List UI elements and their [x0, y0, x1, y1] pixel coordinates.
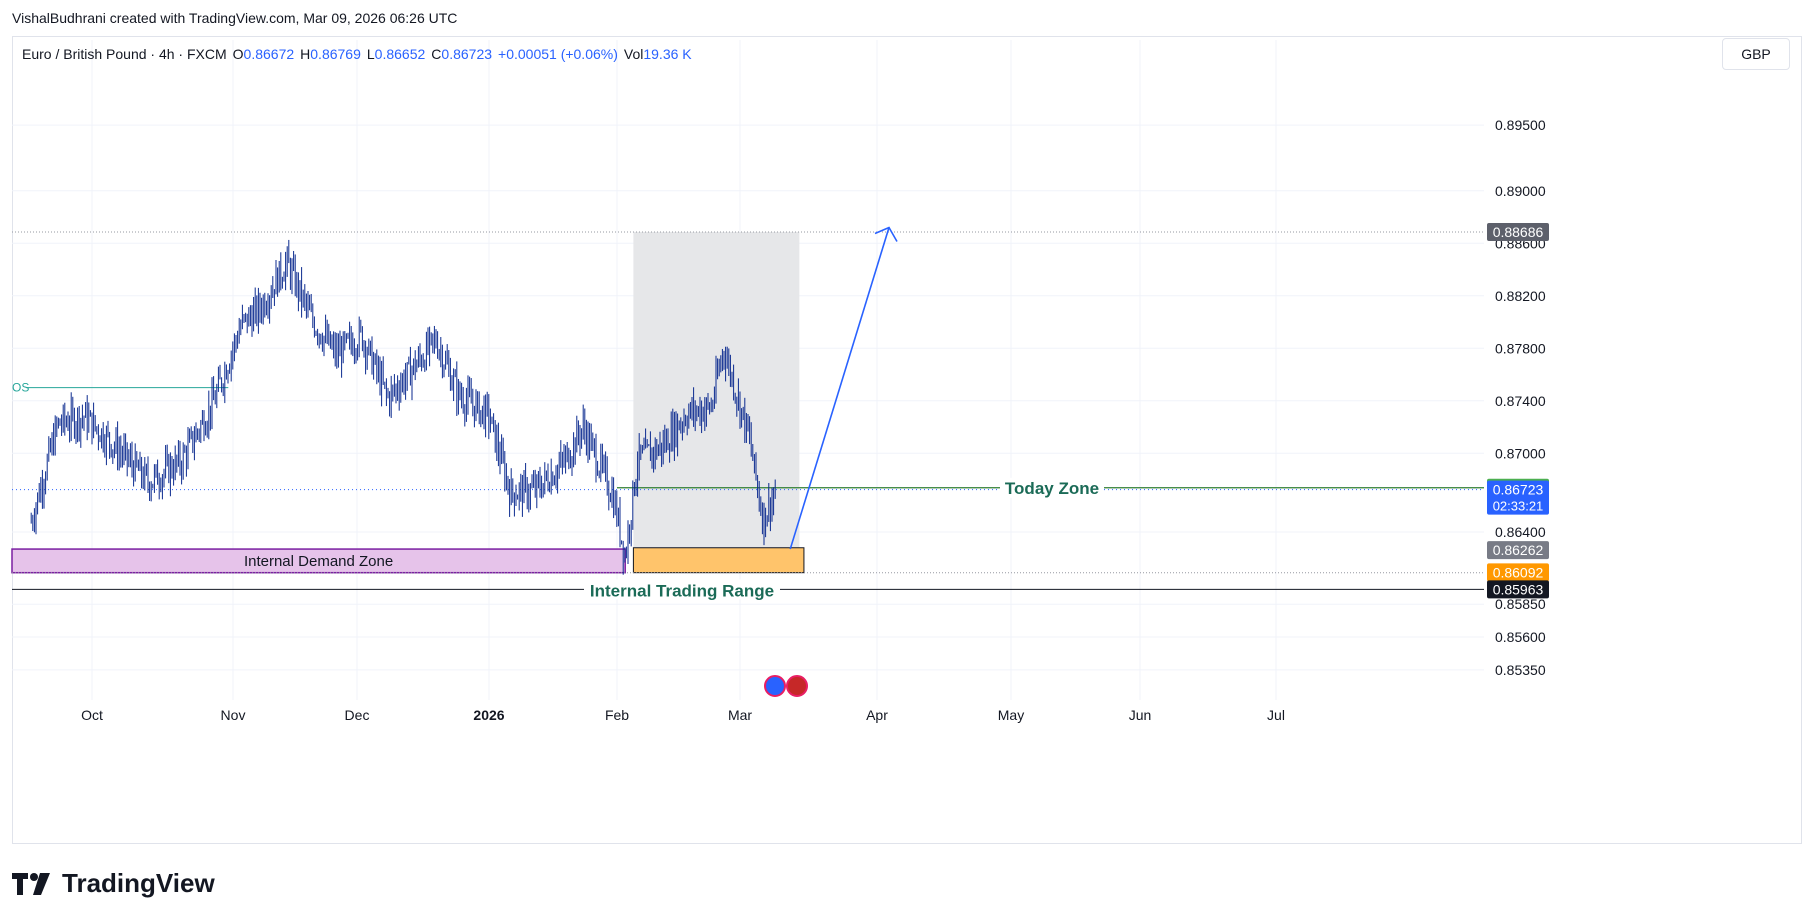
low-value: 0.86652	[374, 46, 426, 62]
price-badge-label: 0.86092	[1493, 564, 1544, 580]
internal-trading-range-label-bg	[584, 579, 780, 600]
brand-name: TradingView	[62, 868, 215, 898]
change-value: +0.00051 (+0.06%)	[498, 46, 618, 62]
x-tick-label: Apr	[866, 707, 888, 723]
tradingview-logo-icon	[12, 872, 50, 895]
y-tick-label: 0.85850	[1495, 596, 1546, 612]
y-tick-label: 0.87800	[1495, 340, 1546, 356]
price-badge-label: 0.86723	[1493, 482, 1544, 498]
price-badge-label: 0.85963	[1493, 581, 1544, 597]
projection-arrow[interactable]	[789, 227, 890, 550]
currency-button[interactable]: GBP	[1722, 38, 1790, 70]
projection-arrow-head	[874, 226, 898, 242]
open-value: 0.86672	[243, 46, 295, 62]
price-badge-countdown: 02:33:21	[1493, 499, 1544, 514]
chart-frame	[12, 36, 1802, 844]
today-zone-label: Today Zone	[1005, 479, 1099, 498]
y-tick-label: 0.85350	[1495, 662, 1546, 678]
price-badge-label: 0.88686	[1493, 224, 1544, 240]
low-label: L	[366, 46, 375, 62]
ohlc-legend: Euro / British Pound · 4h · FXCM O0.8667…	[22, 46, 692, 62]
x-tick-label: Jun	[1129, 707, 1152, 723]
eur-event-icon[interactable]	[764, 675, 786, 697]
open-label: O	[232, 46, 244, 62]
symbol-label[interactable]: Euro / British Pound · 4h · FXCM	[22, 46, 227, 62]
x-tick-label: Mar	[728, 707, 752, 723]
x-tick-label: Feb	[605, 707, 629, 723]
x-tick-label: Dec	[345, 707, 370, 723]
order-block[interactable]	[632, 547, 805, 574]
volume-label: Vol	[623, 46, 644, 62]
x-tick-label: Oct	[81, 707, 103, 723]
x-tick-label: Nov	[221, 707, 246, 723]
y-tick-label: 0.88200	[1495, 288, 1546, 304]
price-badge[interactable]	[1487, 541, 1549, 560]
y-tick-label: 0.87000	[1495, 445, 1546, 461]
high-label: H	[300, 46, 311, 62]
price-badge[interactable]	[1487, 222, 1549, 241]
volume-value: 19.36 K	[643, 46, 692, 62]
close-value: 0.86723	[441, 46, 493, 62]
candles	[30, 239, 776, 575]
today-zone-label-bg	[1000, 477, 1104, 498]
price-badge[interactable]	[1487, 563, 1549, 582]
x-tick-label: 2026	[473, 707, 504, 723]
high-value: 0.86769	[310, 46, 361, 62]
internal-demand-zone-label: Internal Demand Zone	[244, 553, 393, 570]
gbp-event-icon[interactable]	[786, 675, 808, 697]
price-badge[interactable]	[1487, 580, 1549, 599]
price-badge[interactable]	[1487, 480, 1549, 515]
price-badge-label: 0.86262	[1493, 542, 1544, 558]
tradingview-logo[interactable]: TradingView	[12, 868, 215, 899]
chart-caption: VishalBudhrani created with TradingView.…	[12, 10, 458, 26]
y-tick-label: 0.89000	[1495, 183, 1546, 199]
bos-label: OS	[12, 381, 29, 395]
close-label: C	[431, 46, 442, 62]
x-tick-label: May	[998, 707, 1024, 723]
y-tick-label: 0.85600	[1495, 629, 1546, 645]
y-tick-label: 0.89500	[1495, 117, 1546, 133]
x-tick-label: Jul	[1267, 707, 1285, 723]
y-tick-label: 0.87400	[1495, 393, 1546, 409]
y-tick-label: 0.86400	[1495, 524, 1546, 540]
internal-trading-range-label: Internal Trading Range	[590, 581, 774, 600]
